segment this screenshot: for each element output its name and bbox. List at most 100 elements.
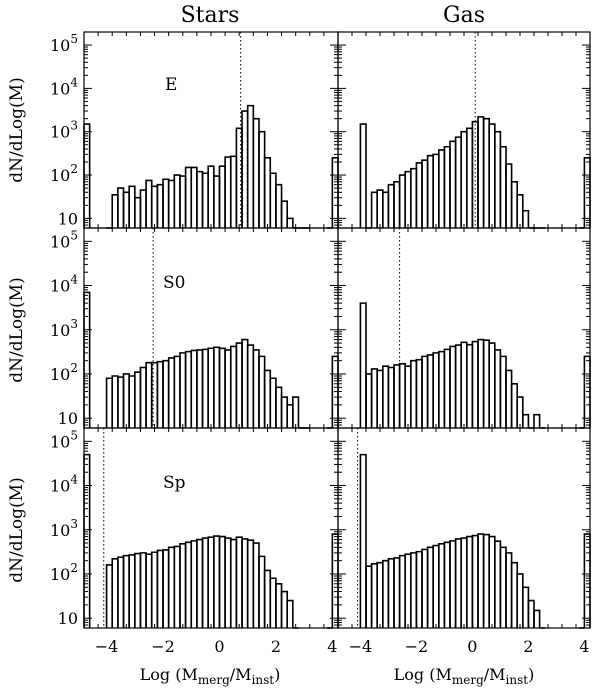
histogram-bin-gas-s0 — [510, 382, 518, 428]
histogram-bin-gas-sp — [382, 559, 390, 628]
histogram-bin-stars-e — [117, 187, 125, 228]
histogram-bin-gas-e — [370, 191, 378, 228]
x-tick-label: 0 — [467, 637, 477, 656]
histogram-bin-gas-sp — [359, 453, 367, 628]
histogram-bin-gas-s0 — [387, 366, 395, 428]
histogram-bin-stars-sp — [128, 554, 136, 628]
histogram-bin-gas-sp — [516, 573, 524, 628]
histogram-bin-stars-s0 — [128, 375, 136, 428]
histogram-bin-gas-e — [477, 116, 485, 228]
panel-label-e: E — [165, 75, 177, 95]
histogram-bin-stars-s0 — [139, 366, 147, 428]
histogram-bin-stars-e — [269, 172, 277, 228]
histogram-bin-stars-s0 — [207, 347, 215, 428]
histogram-bin-stars-e — [218, 165, 226, 228]
histogram-bin-gas-s0 — [583, 355, 591, 428]
histogram-bin-stars-e — [331, 157, 339, 228]
panel-frame-gas-e — [337, 31, 591, 229]
histogram-bin-stars-e — [179, 175, 187, 228]
histogram-bin-gas-s0 — [477, 338, 485, 428]
histogram-bin-stars-sp — [252, 542, 260, 628]
x-tick-label: −2 — [151, 637, 175, 656]
histogram-bin-stars-s0 — [134, 371, 142, 428]
histogram-bin-gas-e — [432, 153, 440, 228]
histogram-bin-stars-e — [122, 191, 130, 228]
histogram-bin-stars-s0 — [252, 349, 260, 428]
histogram-bin-stars-s0 — [218, 347, 226, 428]
histogram-bin-stars-e — [235, 127, 243, 228]
histogram-bin-stars-e — [184, 166, 193, 228]
histogram-bin-stars-e — [150, 185, 159, 228]
histogram-bin-stars-e — [134, 196, 142, 228]
histogram-bin-gas-s0 — [359, 302, 367, 428]
histogram-bin-stars-s0 — [292, 396, 300, 428]
histogram-bin-gas-sp — [404, 553, 412, 628]
histogram-bin-gas-e — [404, 170, 412, 228]
y-tick-label: 102 — [50, 561, 78, 584]
histogram-bin-stars-e — [246, 104, 255, 228]
x-tick-label: −4 — [95, 637, 119, 656]
histogram-bin-gas-e — [460, 130, 468, 228]
histogram-bin-stars-s0 — [196, 349, 204, 428]
histogram-bin-stars-s0 — [201, 348, 209, 428]
histogram-bin-gas-sp — [460, 537, 468, 628]
histogram-bin-stars-s0 — [173, 355, 181, 428]
histogram-bin-stars-s0 — [269, 377, 277, 428]
histogram-bin-stars-sp — [134, 552, 142, 628]
histogram-bin-gas-e — [387, 183, 395, 228]
histogram-bin-stars-s0 — [162, 359, 170, 428]
histogram-bin-stars-e — [173, 174, 181, 228]
histogram-bin-stars-e — [128, 185, 136, 228]
histogram-bin-stars-e — [252, 117, 260, 228]
histogram-bin-gas-sp — [527, 599, 535, 628]
histogram-bin-stars-sp — [190, 540, 198, 628]
histogram-bin-gas-s0 — [365, 373, 373, 428]
histogram-bin-stars-s0 — [111, 375, 119, 428]
histogram-bin-gas-e — [505, 163, 513, 228]
histogram-bin-gas-s0 — [466, 343, 474, 428]
histogram-bin-stars-sp — [117, 556, 125, 628]
histogram-bin-stars-sp — [286, 599, 294, 628]
histogram-bin-gas-s0 — [415, 358, 423, 428]
histogram-bin-gas-sp — [522, 586, 530, 628]
histogram-bin-gas-sp — [466, 535, 474, 628]
histogram-bin-gas-e — [516, 194, 524, 228]
histogram-bin-stars-e — [275, 183, 283, 228]
histogram-bin-gas-sp — [393, 557, 401, 628]
panel-label-sp: Sp — [163, 473, 186, 493]
y-axis-label-row-3: dN/dLog(M) — [7, 477, 27, 582]
y-tick-label: 103 — [50, 517, 78, 540]
x-tick-label: 0 — [214, 637, 224, 656]
histogram-bin-stars-s0 — [156, 360, 164, 428]
histogram-bin-stars-sp — [173, 545, 181, 628]
histogram-bin-stars-sp — [229, 538, 238, 628]
histogram-bin-stars-sp — [280, 590, 288, 628]
x-tick-label: 2 — [523, 637, 533, 656]
y-axis-label-row-1: dN/dLog(M) — [7, 77, 27, 182]
histogram-bin-stars-sp — [122, 554, 130, 628]
histogram-bin-stars-s0 — [258, 355, 266, 428]
histogram-bin-gas-s0 — [398, 362, 406, 428]
histogram-bin-stars-s0 — [280, 396, 288, 428]
histogram-bin-stars-sp — [241, 538, 249, 628]
histogram-bin-gas-s0 — [482, 339, 490, 428]
histogram-bin-gas-e — [382, 191, 390, 228]
histogram-bin-gas-s0 — [499, 355, 507, 428]
x-tick-label: −2 — [405, 637, 429, 656]
y-tick-label: 104 — [50, 75, 78, 98]
histogram-bin-stars-s0 — [241, 338, 249, 428]
y-tick-label: 105 — [50, 428, 78, 451]
histogram-bin-stars-sp — [184, 541, 193, 628]
histogram-bin-gas-sp — [426, 546, 434, 628]
histogram-bin-gas-sp — [477, 533, 485, 628]
histogram-bin-stars-s0 — [167, 357, 176, 428]
histogram-bin-stars-e — [286, 217, 294, 228]
histogram-bin-stars-sp — [167, 546, 176, 628]
y-tick-label: 103 — [50, 119, 78, 142]
histogram-bin-gas-e — [494, 130, 502, 228]
histogram-bin-stars-sp — [224, 537, 232, 628]
panel-frame-stars-s0 — [83, 227, 339, 429]
histogram-bin-stars-s0 — [286, 404, 294, 428]
histogram-bin-stars-sp — [218, 535, 226, 628]
histogram-bin-stars-e — [258, 130, 266, 228]
